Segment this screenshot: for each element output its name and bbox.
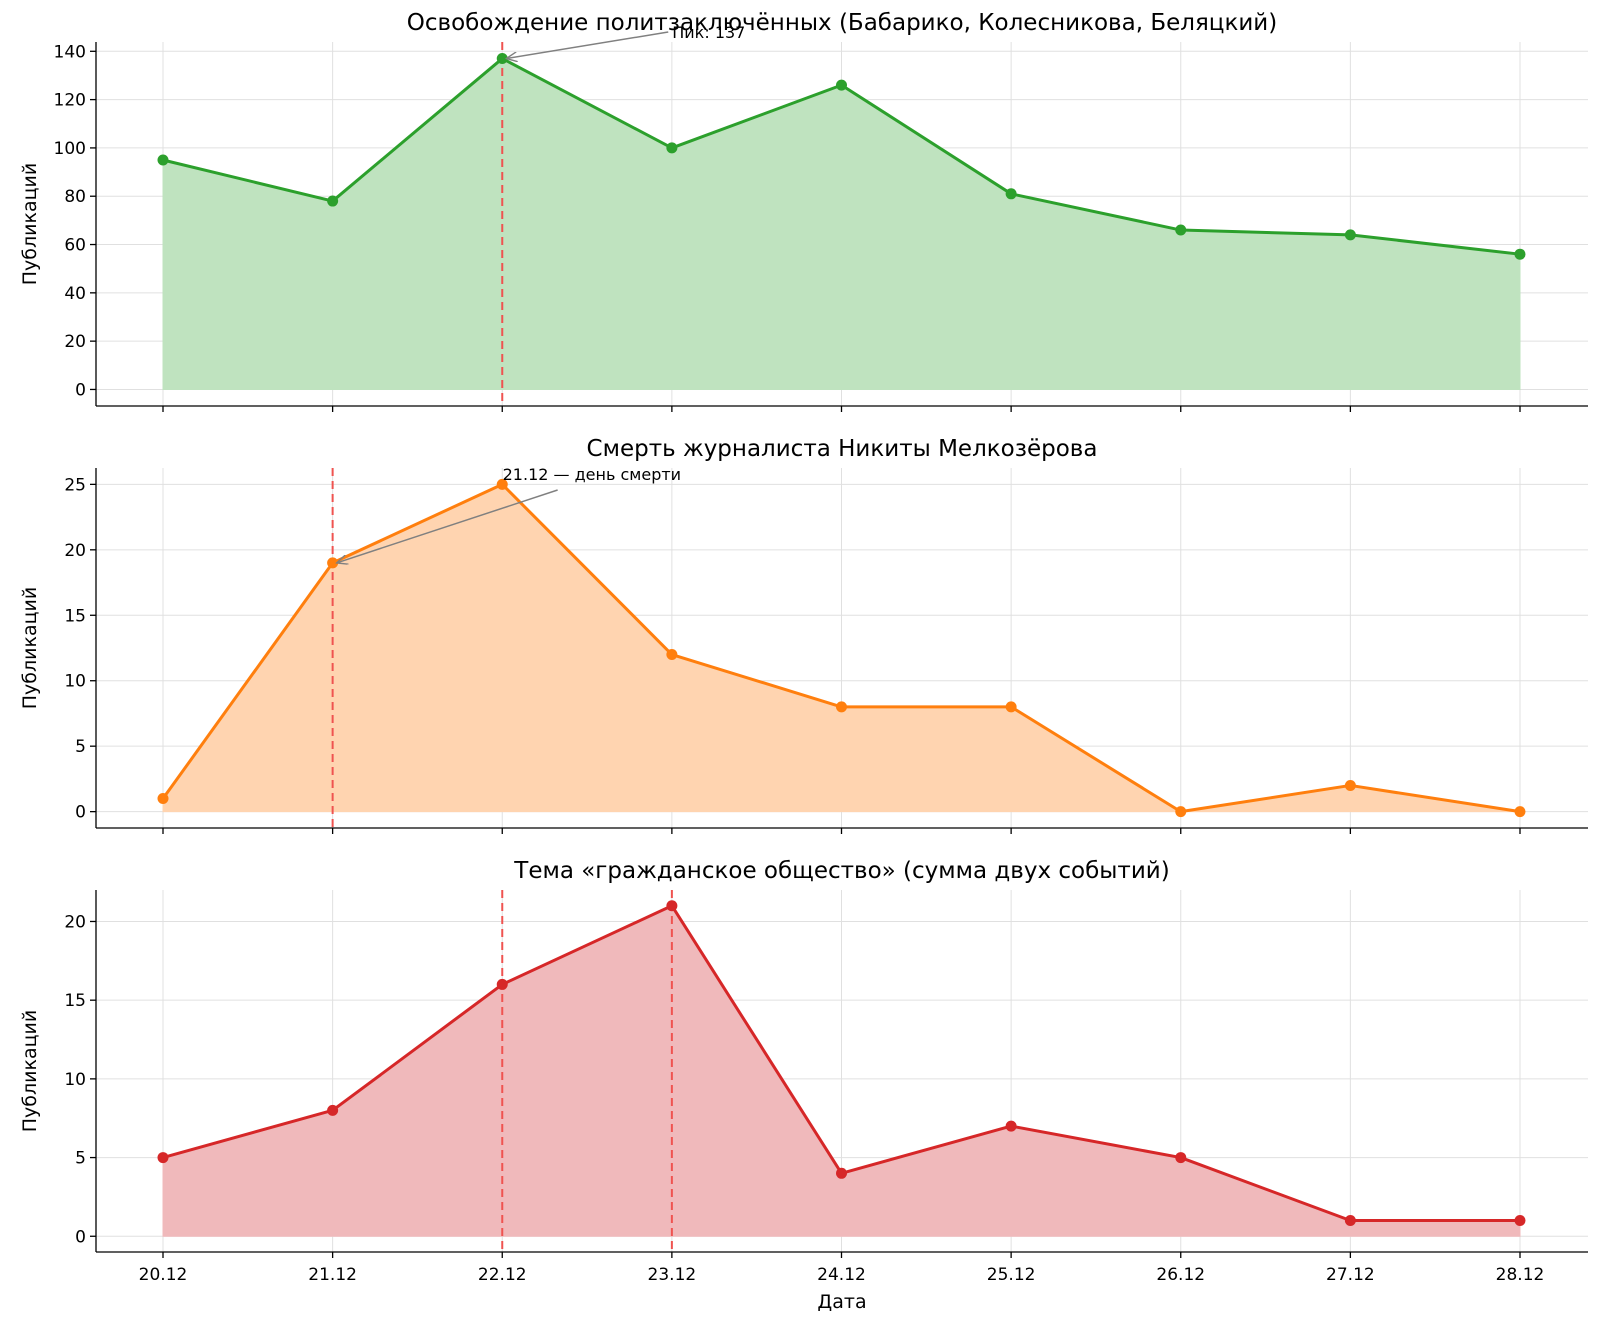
data-point-27.12 — [1344, 779, 1356, 791]
y-tick-label: 60 — [64, 236, 86, 256]
data-point-22.12 — [496, 478, 508, 490]
data-point-25.12 — [1005, 1120, 1017, 1132]
data-point-26.12 — [1175, 1152, 1187, 1164]
y-tick-label: 5 — [75, 737, 86, 757]
area-fill — [162, 57, 1521, 390]
y-tick-label: 10 — [64, 672, 86, 692]
y-tick-label: 0 — [75, 380, 86, 400]
data-point-21.12 — [327, 1104, 339, 1116]
x-tick-label-21.12: 21.12 — [308, 1265, 357, 1285]
y-tick-label: 15 — [64, 991, 86, 1011]
x-tick-label-25.12: 25.12 — [987, 1265, 1036, 1285]
data-point-22.12 — [496, 53, 508, 65]
y-tick-label: 120 — [54, 91, 86, 111]
annotation-label: 21.12 — день смерти — [503, 465, 681, 484]
data-point-23.12 — [666, 900, 678, 912]
x-tick-label-28.12: 28.12 — [1496, 1265, 1545, 1285]
y-tick-label: 15 — [64, 606, 86, 626]
data-point-20.12 — [157, 154, 169, 166]
data-point-22.12 — [496, 978, 508, 990]
data-point-25.12 — [1005, 188, 1017, 200]
data-point-26.12 — [1175, 806, 1187, 818]
x-tick-label-27.12: 27.12 — [1326, 1265, 1375, 1285]
y-tick-label: 0 — [75, 1227, 86, 1247]
y-axis-label: Публикаций — [19, 163, 41, 286]
data-point-24.12 — [836, 79, 847, 91]
x-tick-label-20.12: 20.12 — [139, 1265, 188, 1285]
y-tick-label: 140 — [54, 42, 86, 62]
y-tick-label: 0 — [75, 803, 86, 823]
data-point-28.12 — [1514, 806, 1526, 818]
y-tick-label: 20 — [64, 541, 86, 561]
panel-title: Освобождение политзаключённых (Бабарико,… — [407, 10, 1277, 36]
panel-title: Тема «гражданское общество» (сумма двух … — [513, 858, 1169, 884]
data-point-25.12 — [1005, 701, 1017, 713]
x-tick-label-22.12: 22.12 — [478, 1265, 527, 1285]
x-tick-label-23.12: 23.12 — [648, 1265, 697, 1285]
y-tick-label: 25 — [64, 475, 86, 495]
y-tick-label: 10 — [64, 1070, 86, 1090]
y-axis-label: Публикаций — [19, 1010, 41, 1133]
data-point-28.12 — [1514, 1215, 1526, 1227]
x-tick-label-26.12: 26.12 — [1156, 1265, 1205, 1285]
y-tick-label: 20 — [64, 332, 86, 352]
data-point-24.12 — [836, 701, 847, 713]
data-point-21.12 — [327, 195, 339, 207]
y-tick-label: 80 — [64, 187, 86, 207]
chart-panel-1: 0 20 40 60 80 100 120 140 Освобождение политзакл… — [19, 10, 1588, 412]
data-point-28.12 — [1514, 248, 1526, 260]
chart-panel-2: 0 5 10 15 20 25 Смерть журналиста Никиты Мелко… — [19, 436, 1588, 834]
data-point-21.12 — [327, 557, 339, 569]
y-tick-label: 100 — [54, 139, 86, 159]
panel-title: Смерть журналиста Никиты Мелкозёрова — [587, 436, 1098, 462]
y-tick-label: 5 — [75, 1149, 86, 1169]
chart-panel-3: 0 5 10 15 20 20.12 21.12 22.12 23.12 24.12 25.12 26… — [19, 858, 1588, 1313]
data-point-20.12 — [157, 793, 169, 805]
y-axis-label: Публикаций — [19, 587, 41, 710]
annotation-arrow — [506, 31, 669, 59]
x-axis-label: Дата — [817, 1291, 866, 1313]
data-point-23.12 — [666, 649, 678, 661]
y-tick-label: 20 — [64, 912, 86, 932]
data-point-24.12 — [836, 1167, 847, 1179]
annotation-label: Пик: 137 — [672, 23, 745, 42]
annotation-arrow — [337, 489, 558, 563]
data-point-23.12 — [666, 142, 678, 154]
data-point-27.12 — [1344, 229, 1356, 241]
y-tick-label: 40 — [64, 284, 86, 304]
data-point-27.12 — [1344, 1215, 1356, 1227]
x-tick-label-24.12: 24.12 — [817, 1265, 866, 1285]
data-point-26.12 — [1175, 224, 1187, 236]
data-point-20.12 — [157, 1152, 169, 1164]
